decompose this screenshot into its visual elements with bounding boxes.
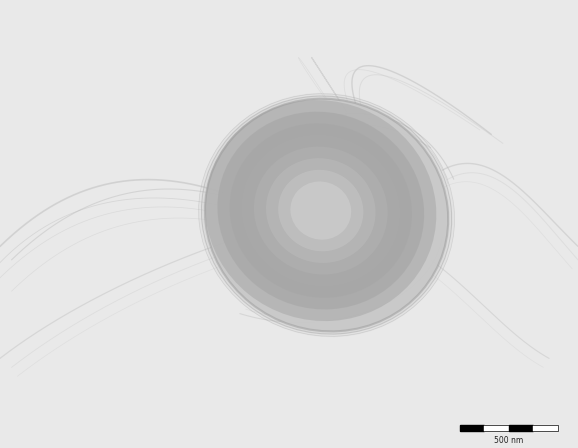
Bar (484, 425, 509, 431)
Ellipse shape (205, 99, 448, 332)
Bar (509, 425, 533, 431)
Ellipse shape (266, 158, 376, 263)
Ellipse shape (205, 100, 436, 321)
Bar (460, 425, 558, 431)
Ellipse shape (254, 146, 388, 275)
Text: 500 nm: 500 nm (494, 436, 523, 445)
Ellipse shape (217, 112, 424, 310)
Bar (460, 425, 484, 431)
Ellipse shape (229, 123, 412, 298)
Bar (533, 425, 558, 431)
Ellipse shape (199, 93, 454, 337)
Ellipse shape (242, 135, 400, 286)
Ellipse shape (202, 96, 451, 334)
Ellipse shape (278, 170, 364, 251)
Ellipse shape (290, 181, 351, 240)
